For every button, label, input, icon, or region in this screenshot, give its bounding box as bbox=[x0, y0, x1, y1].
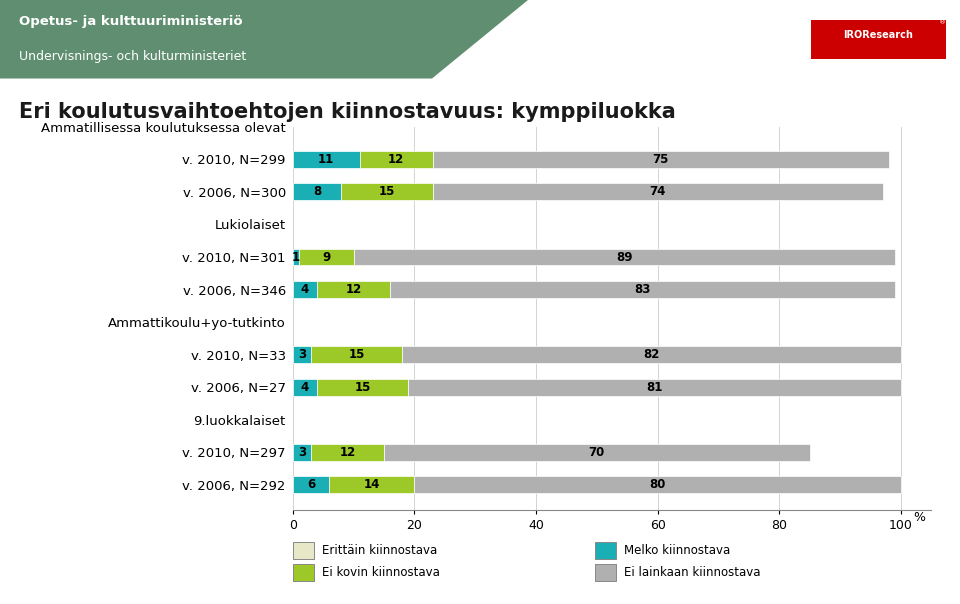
Text: Ei lainkaan kiinnostava: Ei lainkaan kiinnostava bbox=[624, 566, 760, 579]
Bar bbox=[293, 184, 342, 201]
Bar bbox=[293, 151, 360, 168]
Text: 14: 14 bbox=[364, 478, 380, 491]
Bar bbox=[415, 477, 900, 493]
Text: 4: 4 bbox=[300, 381, 309, 394]
Text: 74: 74 bbox=[649, 185, 666, 199]
Bar bbox=[402, 346, 900, 363]
Bar bbox=[299, 249, 353, 266]
Text: 81: 81 bbox=[646, 381, 662, 394]
Bar bbox=[317, 281, 390, 298]
Text: ®: ® bbox=[939, 19, 947, 25]
Text: 3: 3 bbox=[298, 348, 306, 361]
Bar bbox=[342, 184, 433, 201]
Text: %: % bbox=[913, 511, 925, 524]
Bar bbox=[433, 151, 889, 168]
Text: 70: 70 bbox=[588, 446, 605, 459]
Text: 12: 12 bbox=[388, 153, 404, 166]
Text: 12: 12 bbox=[340, 446, 355, 459]
Text: 15: 15 bbox=[379, 185, 396, 199]
Text: 3: 3 bbox=[298, 446, 306, 459]
Bar bbox=[293, 379, 317, 396]
Text: 80: 80 bbox=[649, 478, 666, 491]
Text: IROResearch: IROResearch bbox=[844, 30, 913, 40]
Bar bbox=[353, 249, 895, 266]
Bar bbox=[360, 151, 433, 168]
Bar bbox=[293, 444, 311, 461]
Text: 82: 82 bbox=[643, 348, 660, 361]
Text: 9: 9 bbox=[323, 251, 330, 263]
Bar bbox=[311, 346, 402, 363]
Text: Eri koulutusvaihtoehtojen kiinnostavuus: kymppiluokka: Eri koulutusvaihtoehtojen kiinnostavuus:… bbox=[19, 101, 676, 122]
Bar bbox=[293, 477, 329, 493]
Text: Ei kovin kiinnostava: Ei kovin kiinnostava bbox=[322, 566, 440, 579]
Bar bbox=[317, 379, 408, 396]
Bar bbox=[384, 444, 809, 461]
Bar bbox=[311, 444, 384, 461]
Text: Opetus- ja kulttuuriministeriö: Opetus- ja kulttuuriministeriö bbox=[19, 16, 243, 28]
Text: Erittäin kiinnostava: Erittäin kiinnostava bbox=[322, 544, 437, 557]
Bar bbox=[390, 281, 895, 298]
Bar bbox=[408, 379, 900, 396]
Text: 83: 83 bbox=[635, 283, 651, 296]
Text: 15: 15 bbox=[348, 348, 365, 361]
Text: 89: 89 bbox=[616, 251, 633, 263]
Polygon shape bbox=[0, 0, 528, 79]
Bar bbox=[433, 184, 882, 201]
Bar bbox=[293, 249, 299, 266]
Text: Melko kiinnostava: Melko kiinnostava bbox=[624, 544, 731, 557]
Text: 15: 15 bbox=[354, 381, 371, 394]
Text: 4: 4 bbox=[300, 283, 309, 296]
Text: 6: 6 bbox=[307, 478, 315, 491]
Text: 8: 8 bbox=[313, 185, 322, 199]
Text: 75: 75 bbox=[653, 153, 669, 166]
Text: 1: 1 bbox=[292, 251, 300, 263]
Bar bbox=[329, 477, 415, 493]
Text: Undervisnings- och kulturministeriet: Undervisnings- och kulturministeriet bbox=[19, 50, 247, 63]
Bar bbox=[293, 281, 317, 298]
Bar bbox=[293, 346, 311, 363]
Text: 11: 11 bbox=[318, 153, 334, 166]
FancyBboxPatch shape bbox=[811, 19, 946, 59]
Text: 12: 12 bbox=[346, 283, 362, 296]
